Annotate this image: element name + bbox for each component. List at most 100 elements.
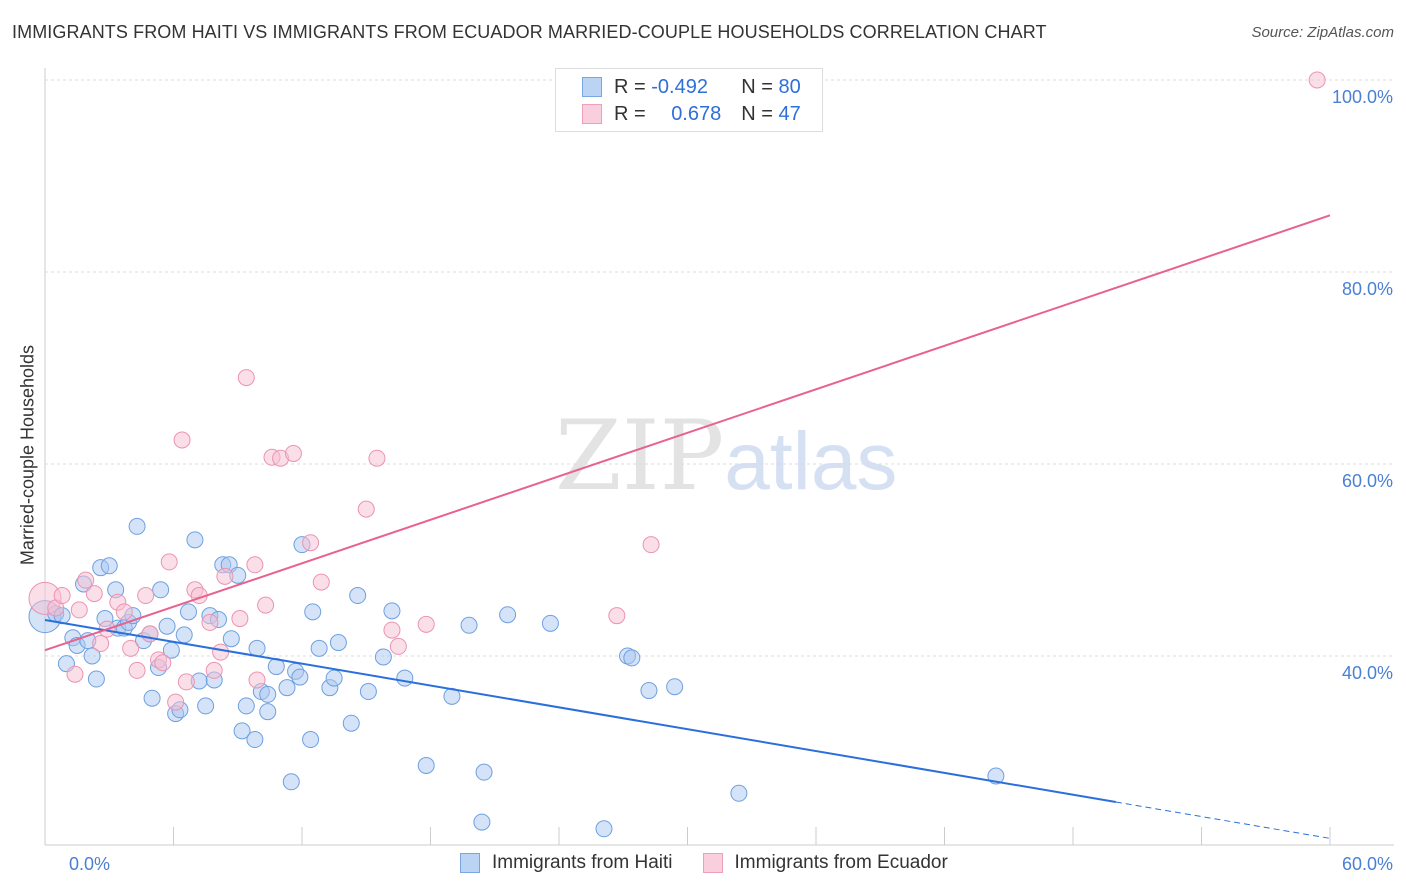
- haiti-point: [349, 587, 367, 605]
- ecuador-point: [177, 673, 195, 691]
- ecuador-point: [302, 534, 320, 552]
- ecuador-swatch: [582, 104, 602, 124]
- x-tick-label: 0.0%: [69, 854, 110, 874]
- haiti-point: [237, 697, 255, 715]
- haiti-point: [304, 603, 322, 621]
- legend-item-ecuador: Immigrants from Ecuador: [702, 852, 948, 874]
- ecuador-point: [85, 585, 103, 603]
- haiti-point: [282, 773, 300, 791]
- haiti-point: [158, 617, 176, 635]
- watermark: ZIPatlas: [555, 400, 898, 512]
- haiti-point: [197, 697, 215, 715]
- haiti-point: [417, 756, 435, 774]
- haiti-point: [179, 603, 197, 621]
- haiti-swatch: [582, 77, 602, 97]
- ecuador-point: [246, 556, 264, 574]
- haiti-point: [222, 630, 240, 648]
- ecuador-point: [70, 601, 88, 619]
- ecuador-point: [284, 444, 302, 462]
- chart-title: IMMIGRANTS FROM HAITI VS IMMIGRANTS FROM…: [12, 22, 1047, 42]
- haiti-point: [666, 678, 684, 696]
- haiti-point: [623, 649, 641, 667]
- ecuador-point: [160, 553, 178, 571]
- haiti-point: [248, 639, 266, 657]
- ecuador-point: [154, 654, 172, 672]
- haiti-point: [128, 517, 146, 535]
- ecuador-point: [122, 639, 140, 657]
- haiti-point: [396, 669, 414, 687]
- haiti-point: [374, 648, 392, 666]
- haiti-point: [342, 714, 360, 732]
- ecuador-point: [201, 613, 219, 631]
- haiti-point: [278, 679, 296, 697]
- haiti-point: [152, 581, 170, 599]
- haiti-point: [329, 634, 347, 652]
- ecuador-swatch: [702, 853, 723, 873]
- legend-label-ecuador: Immigrants from Ecuador: [734, 852, 948, 873]
- haiti-point: [310, 639, 328, 657]
- ecuador-point: [115, 603, 133, 621]
- haiti-point: [383, 602, 401, 620]
- ecuador-point: [357, 500, 375, 518]
- ecuador-point: [66, 665, 84, 683]
- ecuador-point: [642, 536, 660, 554]
- legend-row-haiti: R = -0.492 N = 80: [582, 75, 801, 99]
- ecuador-point: [92, 635, 110, 653]
- haiti-swatch: [460, 853, 480, 873]
- haiti-point: [499, 606, 517, 624]
- x-tick-label: 60.0%: [1342, 854, 1393, 874]
- ecuador-point: [77, 571, 95, 589]
- ecuador-point: [128, 661, 146, 679]
- y-axis-label: Married-couple Households: [17, 344, 38, 566]
- haiti-point: [87, 670, 105, 688]
- ecuador-point: [137, 587, 155, 605]
- n-label: N =: [741, 75, 773, 98]
- correlation-legend: R = -0.492 N = 80 R = 0.678 N = 47: [555, 68, 823, 132]
- haiti-point: [475, 763, 493, 781]
- y-tick-label: 60.0%: [1342, 471, 1393, 491]
- haiti-point: [100, 557, 118, 575]
- haiti-point: [233, 722, 251, 740]
- ecuador-point: [231, 610, 249, 628]
- y-tick-label: 40.0%: [1342, 663, 1393, 683]
- r-label: R =: [614, 102, 646, 125]
- ecuador-point: [383, 621, 401, 639]
- ecuador-point: [53, 587, 71, 605]
- ecuador-n-value: 47: [778, 102, 801, 125]
- haiti-point: [259, 703, 277, 721]
- haiti-point: [730, 784, 748, 802]
- legend-row-ecuador: R = 0.678 N = 47: [582, 102, 801, 126]
- ecuador-point: [368, 449, 386, 467]
- ecuador-point: [1308, 71, 1326, 89]
- haiti-r-value: -0.492: [651, 75, 708, 98]
- ecuador-point: [237, 369, 255, 387]
- r-label: R =: [614, 75, 646, 98]
- legend-item-haiti: Immigrants from Haiti: [460, 852, 673, 874]
- chart-source: Source: ZipAtlas.com: [1251, 24, 1394, 41]
- haiti-n-value: 80: [778, 75, 801, 98]
- haiti-point: [83, 647, 101, 665]
- n-label: N =: [741, 102, 773, 125]
- haiti-point: [175, 626, 193, 644]
- legend-label-haiti: Immigrants from Haiti: [492, 852, 673, 873]
- haiti-point: [541, 614, 559, 632]
- ecuador-trend-line: [44, 214, 1331, 652]
- ecuador-point: [608, 607, 626, 625]
- ecuador-point: [312, 573, 330, 591]
- series-legend: Immigrants from Haiti Immigrants from Ec…: [460, 852, 978, 874]
- ecuador-point: [248, 671, 266, 689]
- haiti-point: [186, 531, 204, 549]
- ecuador-point: [167, 693, 185, 711]
- haiti-point: [325, 669, 343, 687]
- ecuador-point: [205, 661, 223, 679]
- haiti-point: [259, 685, 277, 703]
- haiti-point: [359, 683, 377, 701]
- ecuador-point: [216, 567, 234, 585]
- ecuador-r-value: 0.678: [671, 102, 722, 125]
- ecuador-point: [417, 615, 435, 633]
- haiti-point: [595, 820, 613, 838]
- haiti-point: [640, 682, 658, 700]
- haiti-point: [143, 689, 161, 707]
